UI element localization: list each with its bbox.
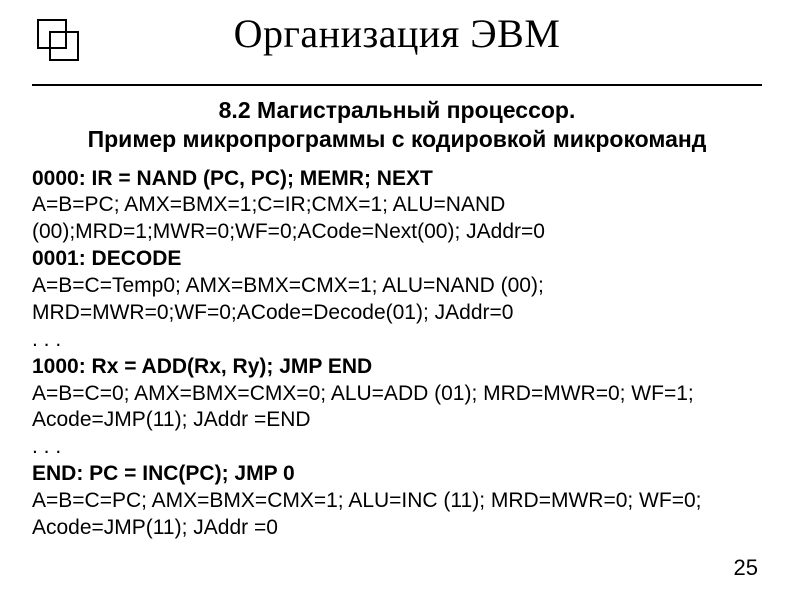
page-number: 25 (734, 555, 758, 581)
code-line: . . . (32, 435, 61, 458)
code-line: 0000: IR = NAND (PC, PC); MEMR; NEXT (32, 167, 433, 190)
code-line: A=B=C=0; AMX=BMX=CMX=0; ALU=ADD (01); MR… (32, 382, 694, 432)
subtitle-line-2: Пример микропрограммы с кодировкой микро… (88, 126, 707, 152)
code-line: END: PC = INC(PC); JMP 0 (32, 462, 295, 485)
slide-header: Организация ЭВМ (32, 10, 762, 78)
code-line: 0001: DECODE (32, 247, 181, 270)
code-line: . . . (32, 328, 61, 351)
divider (32, 84, 762, 86)
slide-subtitle: 8.2 Магистральный процессор. Пример микр… (32, 96, 762, 154)
subtitle-line-1: 8.2 Магистральный процессор. (219, 97, 576, 123)
slide-title: Организация ЭВМ (32, 10, 762, 57)
microprogram-listing: 0000: IR = NAND (PC, PC); MEMR; NEXT A=B… (32, 166, 762, 542)
code-line: A=B=PC; AMX=BMX=1;C=IR;CMX=1; ALU=NAND (… (32, 193, 545, 243)
code-line: A=B=C=PC; AMX=BMX=CMX=1; ALU=INC (11); M… (32, 489, 702, 539)
code-line: A=B=C=Temp0; AMX=BMX=CMX=1; ALU=NAND (00… (32, 274, 544, 324)
overlapping-squares-icon (32, 14, 90, 72)
code-line: 1000: Rx = ADD(Rx, Ry); JMP END (32, 355, 372, 378)
